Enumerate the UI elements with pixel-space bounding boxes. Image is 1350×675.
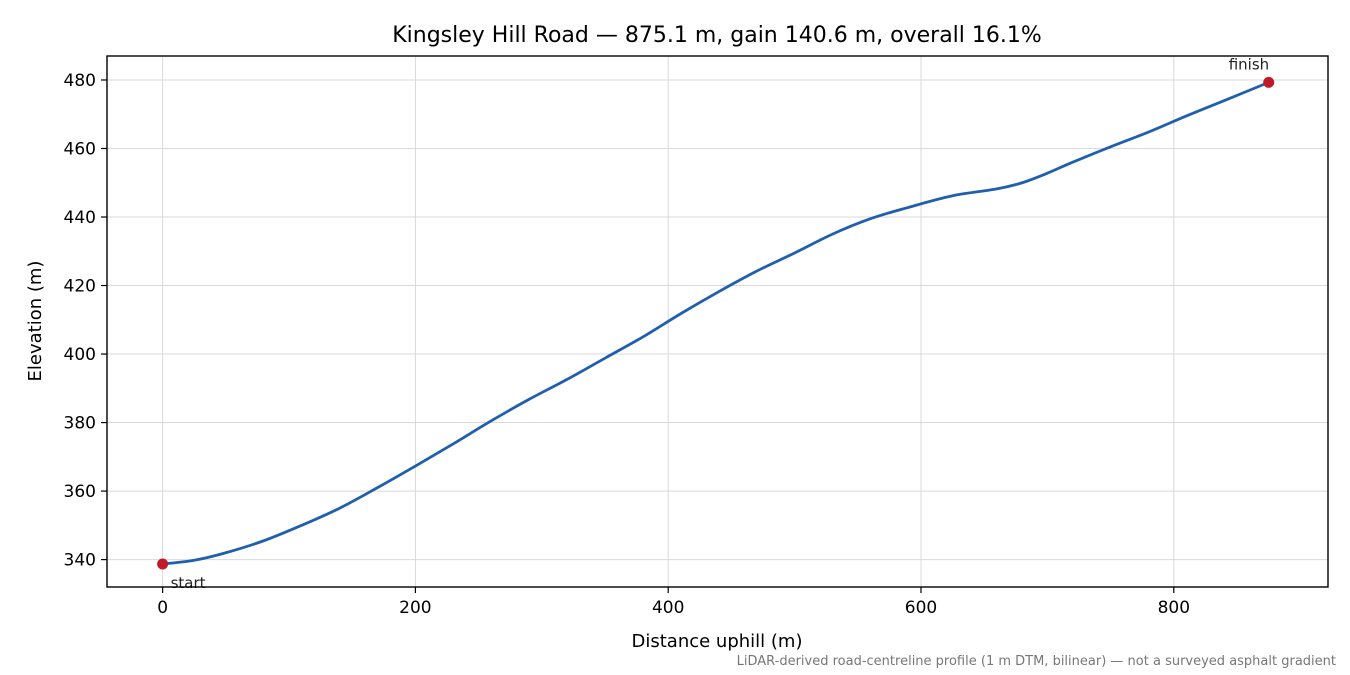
x-tick-label: 400 (652, 598, 684, 618)
y-tick-label: 340 (64, 551, 96, 571)
start-label: start (171, 574, 206, 592)
y-axis-label: Elevation (m) (25, 261, 46, 382)
grid-layer (107, 56, 1328, 587)
elevation-profile-line (161, 80, 1271, 566)
y-tick-label: 480 (64, 71, 96, 91)
y-tick-label: 420 (64, 277, 96, 297)
finish-marker (1263, 76, 1275, 88)
y-tick-label: 400 (64, 345, 96, 365)
y-tick-label: 440 (64, 208, 96, 228)
y-tick-label: 460 (64, 139, 96, 159)
x-tick-label: 200 (399, 598, 431, 618)
finish-label: finish (1229, 55, 1269, 73)
plot-frame (106, 55, 1329, 588)
chart-title: Kingsley Hill Road — 875.1 m, gain 140.6… (392, 23, 1042, 48)
tick-layer: 0 200 400 600 800 340 360 380 400 420 440 460 480 (64, 71, 1190, 618)
start-marker (157, 558, 169, 570)
x-tick-label: 800 (1158, 598, 1190, 618)
x-axis-label: Distance uphill (m) (632, 631, 803, 652)
x-tick-label: 600 (905, 598, 937, 618)
x-tick-label: 0 (157, 598, 168, 618)
series-layer (161, 80, 1271, 566)
y-tick-label: 380 (64, 414, 96, 434)
y-tick-label: 360 (64, 482, 96, 502)
footnote: LiDAR-derived road-centreline profile (1… (737, 654, 1336, 669)
